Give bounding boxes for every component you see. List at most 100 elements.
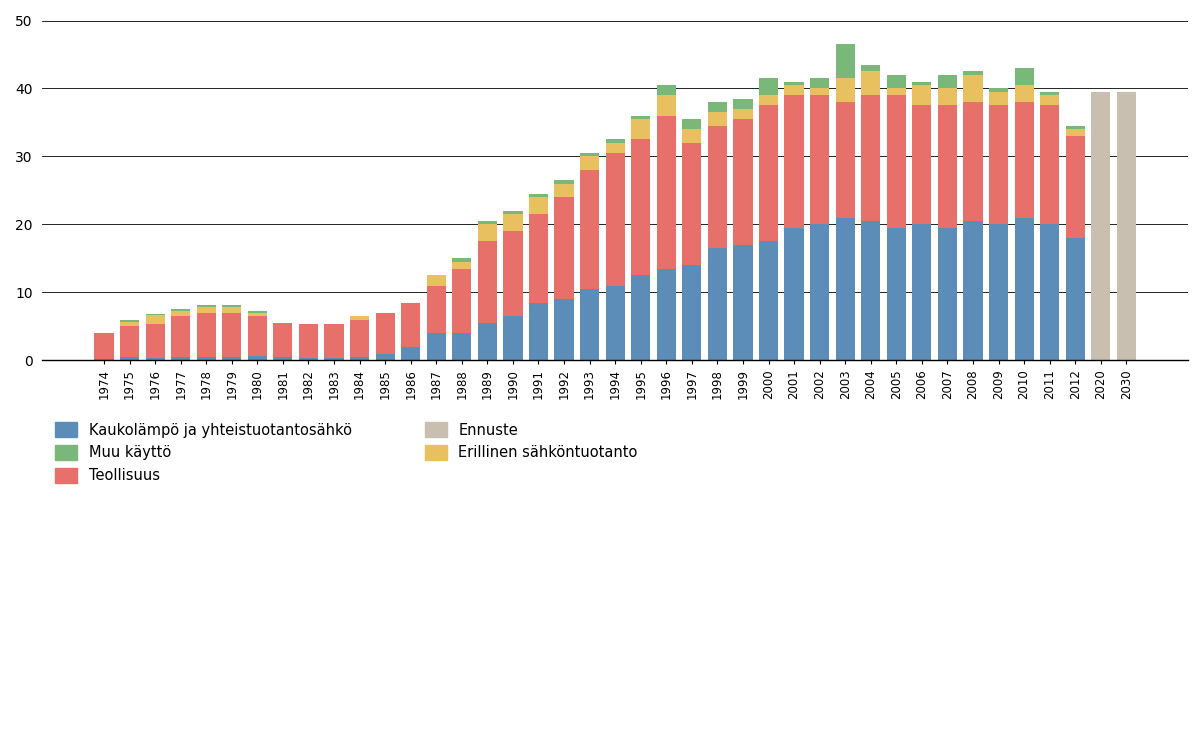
Bar — [1014, 218, 1033, 361]
Bar — [452, 333, 472, 361]
Bar — [146, 314, 165, 316]
Bar — [223, 313, 242, 357]
Bar — [171, 357, 190, 361]
Bar — [989, 92, 1008, 105]
Bar — [580, 289, 599, 361]
Bar — [350, 319, 369, 357]
Bar — [555, 180, 574, 183]
Bar — [401, 347, 420, 361]
Bar — [529, 197, 549, 214]
Bar — [273, 357, 292, 361]
Bar — [759, 79, 778, 95]
Bar — [707, 248, 727, 361]
Bar — [452, 262, 472, 269]
Bar — [938, 88, 958, 105]
Bar — [325, 358, 344, 361]
Bar — [707, 102, 727, 112]
Bar — [836, 44, 855, 79]
Bar — [171, 316, 190, 357]
Bar — [682, 129, 701, 143]
Bar — [248, 311, 267, 313]
Bar — [478, 323, 497, 361]
Bar — [325, 324, 344, 358]
Bar — [707, 126, 727, 248]
Bar — [248, 316, 267, 355]
Bar — [682, 143, 701, 265]
Bar — [836, 102, 855, 218]
Bar — [503, 316, 522, 361]
Bar — [223, 357, 242, 361]
Bar — [810, 95, 829, 224]
Bar — [912, 105, 931, 224]
Bar — [964, 102, 983, 221]
Bar — [375, 313, 395, 354]
Bar — [478, 221, 497, 224]
Bar — [478, 224, 497, 242]
Bar — [120, 357, 140, 361]
Bar — [810, 88, 829, 95]
Bar — [657, 95, 676, 116]
Bar — [887, 95, 906, 228]
Bar — [734, 109, 753, 119]
Bar — [555, 197, 574, 299]
Bar — [912, 224, 931, 361]
Bar — [452, 269, 472, 333]
Bar — [734, 245, 753, 361]
Bar — [964, 75, 983, 102]
Bar — [1041, 95, 1060, 105]
Bar — [912, 85, 931, 105]
Bar — [146, 358, 165, 361]
Bar — [784, 82, 804, 85]
Bar — [861, 72, 881, 95]
Bar — [94, 359, 113, 361]
Bar — [1014, 85, 1033, 102]
Bar — [759, 242, 778, 361]
Bar — [836, 218, 855, 361]
Bar — [248, 313, 267, 316]
Bar — [989, 105, 1008, 224]
Bar — [580, 170, 599, 289]
Bar — [734, 119, 753, 245]
Bar — [657, 116, 676, 269]
Bar — [632, 116, 651, 119]
Bar — [401, 302, 420, 347]
Bar — [682, 119, 701, 129]
Bar — [784, 228, 804, 361]
Bar — [632, 119, 651, 139]
Bar — [273, 323, 292, 357]
Bar — [1066, 136, 1085, 238]
Bar — [912, 82, 931, 85]
Bar — [120, 322, 140, 326]
Bar — [1041, 105, 1060, 224]
Bar — [657, 269, 676, 361]
Bar — [1066, 126, 1085, 129]
Bar — [887, 88, 906, 95]
Bar — [94, 333, 113, 359]
Bar — [120, 319, 140, 322]
Bar — [657, 85, 676, 95]
Bar — [427, 275, 446, 286]
Bar — [632, 139, 651, 275]
Bar — [605, 286, 624, 361]
Bar — [989, 224, 1008, 361]
Bar — [632, 275, 651, 361]
Bar — [784, 95, 804, 228]
Bar — [248, 355, 267, 361]
Bar — [171, 310, 190, 316]
Bar — [810, 79, 829, 88]
Bar — [784, 85, 804, 95]
Bar — [605, 153, 624, 286]
Bar — [452, 258, 472, 262]
Bar — [503, 231, 522, 316]
Bar — [1014, 102, 1033, 218]
Bar — [503, 211, 522, 214]
Bar — [223, 305, 242, 307]
Bar — [580, 153, 599, 156]
Bar — [759, 105, 778, 242]
Bar — [1041, 92, 1060, 95]
Bar — [375, 354, 395, 361]
Bar — [605, 139, 624, 143]
Bar — [938, 75, 958, 88]
Bar — [196, 307, 215, 313]
Bar — [1066, 129, 1085, 136]
